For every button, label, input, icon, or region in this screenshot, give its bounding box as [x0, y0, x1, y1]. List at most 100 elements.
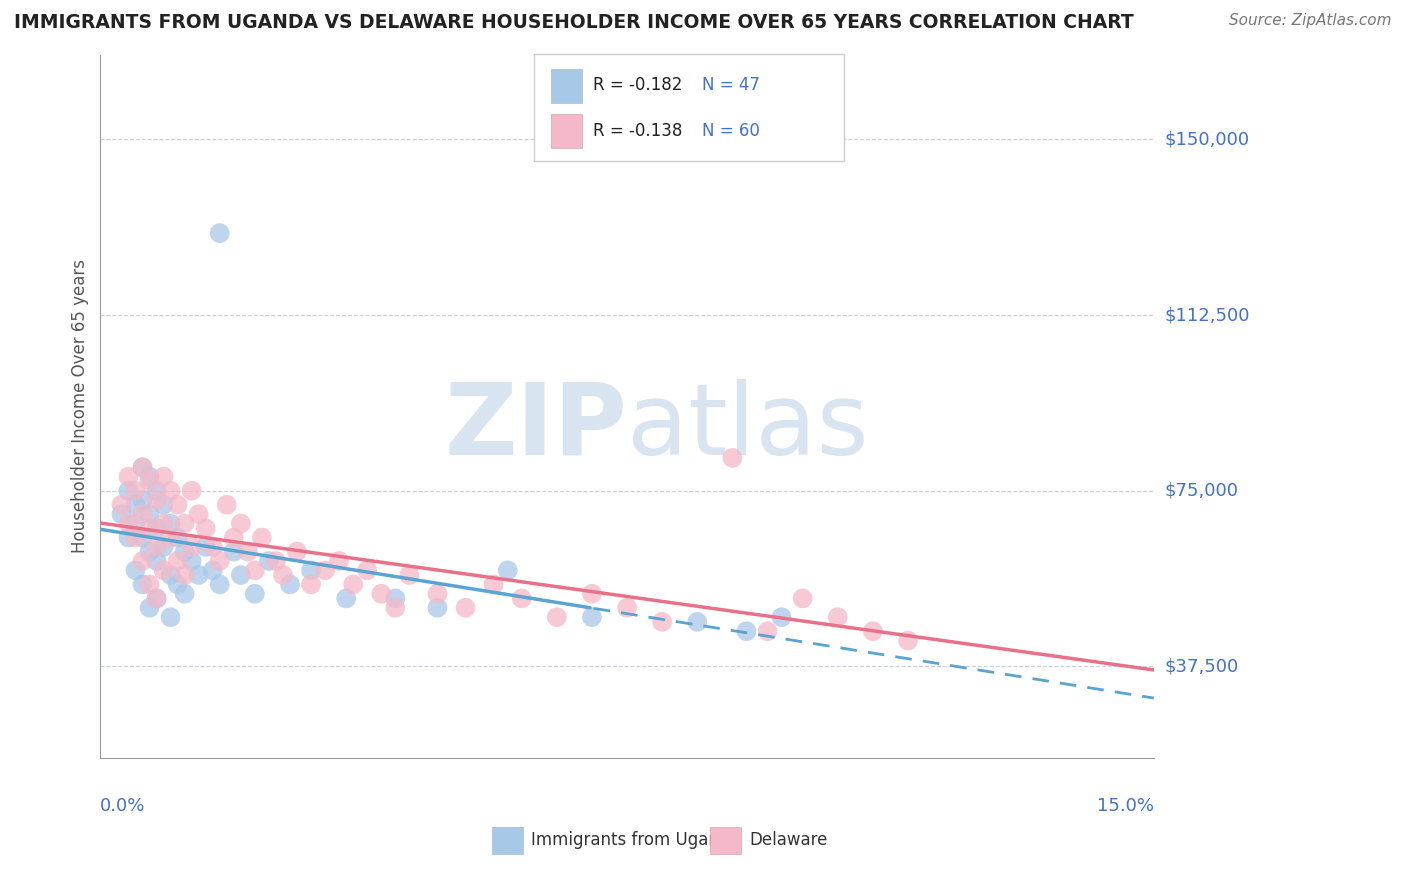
Point	[243, 587, 266, 601]
Point	[208, 226, 231, 240]
Text: Source: ZipAtlas.com: Source: ZipAtlas.com	[1229, 13, 1392, 29]
Point	[271, 568, 294, 582]
Point	[222, 544, 245, 558]
Text: $37,500: $37,500	[1166, 657, 1239, 675]
Point	[124, 563, 146, 577]
Point	[314, 563, 336, 577]
Point	[131, 554, 153, 568]
Point	[208, 554, 231, 568]
Point	[770, 610, 793, 624]
Point	[145, 591, 167, 606]
Point	[342, 577, 364, 591]
Point	[257, 554, 280, 568]
Point	[145, 540, 167, 554]
Point	[138, 577, 160, 591]
Point	[384, 591, 406, 606]
Point	[124, 483, 146, 498]
Point	[546, 610, 568, 624]
Point	[124, 516, 146, 531]
Point	[180, 554, 202, 568]
Point	[110, 498, 132, 512]
Point	[124, 498, 146, 512]
Point	[166, 554, 188, 568]
Point	[117, 483, 139, 498]
Point	[159, 568, 181, 582]
Point	[721, 450, 744, 465]
Point	[827, 610, 849, 624]
Point	[159, 483, 181, 498]
Y-axis label: Householder Income Over 65 years: Householder Income Over 65 years	[72, 260, 89, 553]
Text: 15.0%: 15.0%	[1097, 797, 1154, 814]
Point	[328, 554, 350, 568]
Point	[152, 469, 174, 483]
Point	[194, 540, 217, 554]
Point	[454, 600, 477, 615]
Point	[426, 587, 449, 601]
Point	[496, 563, 519, 577]
Text: R = -0.138: R = -0.138	[593, 122, 699, 140]
Text: 0.0%: 0.0%	[100, 797, 146, 814]
Point	[285, 544, 308, 558]
Text: IMMIGRANTS FROM UGANDA VS DELAWARE HOUSEHOLDER INCOME OVER 65 YEARS CORRELATION : IMMIGRANTS FROM UGANDA VS DELAWARE HOUSE…	[14, 13, 1133, 32]
Text: N = 60: N = 60	[702, 122, 759, 140]
Text: $112,500: $112,500	[1166, 306, 1250, 324]
Point	[131, 507, 153, 521]
Point	[616, 600, 638, 615]
Point	[131, 493, 153, 508]
Point	[299, 563, 322, 577]
Point	[686, 615, 709, 629]
Point	[243, 563, 266, 577]
Point	[152, 516, 174, 531]
Point	[735, 624, 758, 639]
Text: atlas: atlas	[627, 379, 869, 476]
Point	[124, 531, 146, 545]
Point	[250, 531, 273, 545]
Point	[187, 507, 209, 521]
Point	[131, 531, 153, 545]
Point	[370, 587, 392, 601]
Text: N = 47: N = 47	[702, 76, 759, 94]
Point	[145, 554, 167, 568]
Point	[581, 610, 603, 624]
Text: R = -0.182: R = -0.182	[593, 76, 699, 94]
Point	[222, 531, 245, 545]
Point	[110, 507, 132, 521]
Point	[117, 531, 139, 545]
Point	[398, 568, 420, 582]
Point	[152, 563, 174, 577]
Point	[166, 577, 188, 591]
Point	[278, 577, 301, 591]
Point	[131, 460, 153, 475]
Point	[138, 544, 160, 558]
Point	[581, 587, 603, 601]
Point	[138, 521, 160, 535]
Point	[651, 615, 673, 629]
Point	[897, 633, 920, 648]
Point	[264, 554, 287, 568]
Text: ZIP: ZIP	[444, 379, 627, 476]
Point	[145, 483, 167, 498]
Point	[117, 469, 139, 483]
Point	[229, 516, 252, 531]
Point	[138, 469, 160, 483]
Point	[145, 591, 167, 606]
Point	[131, 460, 153, 475]
Point	[173, 516, 195, 531]
Point	[173, 544, 195, 558]
Point	[145, 493, 167, 508]
Point	[426, 600, 449, 615]
Point	[215, 498, 238, 512]
Point	[159, 516, 181, 531]
Point	[335, 591, 357, 606]
Text: Immigrants from Uganda: Immigrants from Uganda	[531, 831, 740, 849]
Point	[180, 540, 202, 554]
Point	[299, 577, 322, 591]
Point	[201, 540, 224, 554]
Point	[159, 610, 181, 624]
Point	[194, 521, 217, 535]
Point	[152, 540, 174, 554]
Point	[166, 498, 188, 512]
Point	[180, 483, 202, 498]
Point	[138, 600, 160, 615]
Text: $150,000: $150,000	[1166, 130, 1250, 148]
